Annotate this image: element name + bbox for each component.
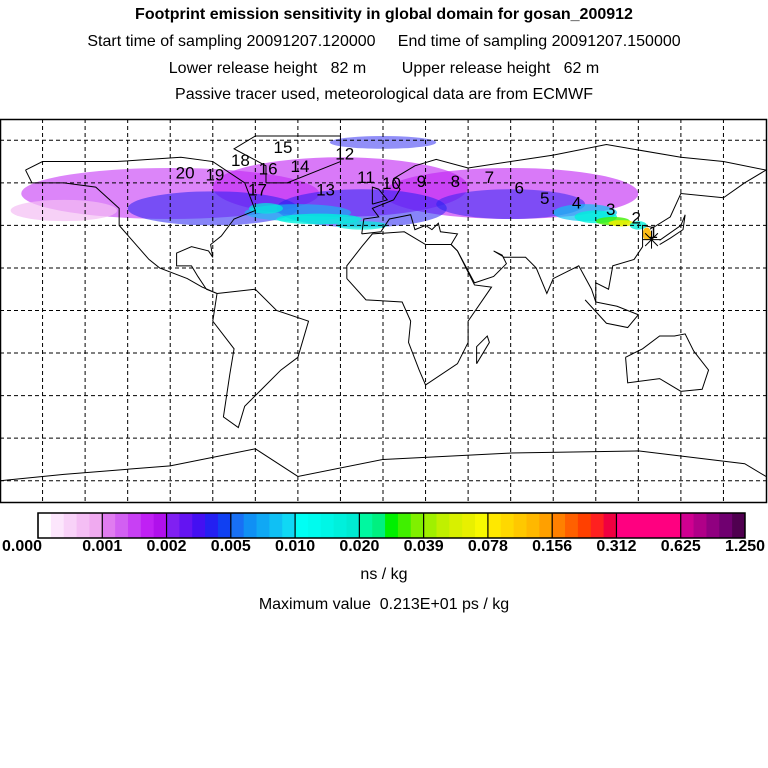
colorbar-tick-label: 0.078 (467, 538, 508, 555)
plume-cell (276, 213, 362, 225)
sampling-time-line: Start time of sampling 20091207.120000 E… (87, 33, 681, 50)
colorbar-tick-label: 0.005 (210, 538, 251, 555)
colorbar-tick-label: 0.625 (660, 538, 701, 555)
colorbar-tick-label: 1.250 (724, 538, 766, 555)
trajectory-label: 20 (176, 164, 195, 183)
release-height-line: Lower release height 82 m Upper release … (168, 60, 600, 77)
map-frame (0, 118, 768, 504)
coastline (212, 288, 310, 429)
trajectory-label: 8 (451, 172, 460, 191)
coastline (346, 231, 493, 386)
trajectory-label: 2 (631, 208, 640, 227)
colorbar-tick-label: 0.001 (82, 538, 123, 555)
maximum-value: Maximum value 0.213E+01 ps / kg (258, 596, 510, 613)
coastline (659, 214, 686, 245)
trajectory-label: 3 (606, 200, 615, 219)
tracer-info-line: Passive tracer used, meteorological data… (175, 86, 593, 103)
colorbar-tick-label: 0.039 (403, 538, 444, 555)
plume-cell (10, 199, 118, 222)
trajectory-label: 10 (382, 174, 401, 193)
trajectory-label: 4 (572, 193, 581, 212)
trajectory-label: 9 (417, 172, 426, 191)
coastline (0, 448, 767, 482)
receptor-marker (644, 232, 659, 247)
trajectory-label: 5 (540, 189, 549, 208)
trajectory-label: 19 (205, 166, 224, 185)
trajectory-label: 17 (248, 180, 267, 199)
trajectory-label: 11 (357, 168, 375, 187)
trajectory-label: 14 (291, 157, 310, 176)
trajectory-label: 16 (259, 159, 278, 178)
trajectory-label: 12 (335, 145, 354, 164)
coastline (371, 186, 389, 205)
colorbar-tick-label: 0.020 (339, 538, 380, 555)
colorbar-tick-label: 0.156 (532, 538, 573, 555)
trajectory-label: 13 (316, 180, 335, 199)
coastline (625, 333, 710, 392)
chart-title: Footprint emission sensitivity in global… (135, 6, 633, 23)
colorbar-tick-label: 0.312 (596, 538, 637, 555)
colorbar-unit: ns / kg (360, 566, 408, 583)
trajectory-label: 7 (485, 168, 494, 187)
trajectory-label: 18 (231, 151, 250, 170)
plume-cell (248, 203, 283, 214)
colorbar-tick-label: 0.002 (146, 538, 187, 555)
trajectory-label: 1 (648, 223, 657, 242)
coastline (476, 335, 490, 364)
colorbar-tick-label: 0.010 (275, 538, 316, 555)
plume-cell (336, 221, 388, 230)
trajectory-label: 15 (274, 138, 293, 157)
trajectory-label: 6 (514, 178, 523, 197)
colorbar-tick-label: 0.000 (1, 538, 43, 555)
coastline (584, 299, 640, 329)
plume-cell (608, 220, 635, 227)
